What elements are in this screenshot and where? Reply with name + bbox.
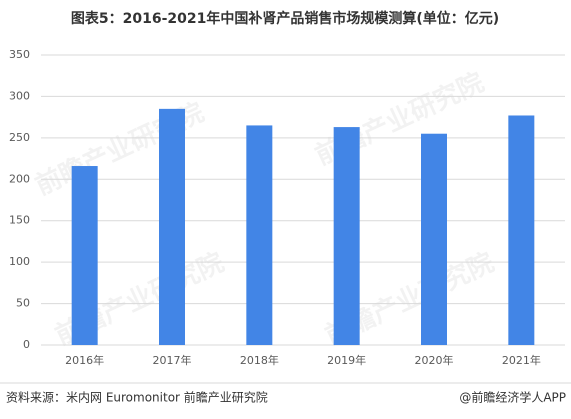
y-tick-label: 150 xyxy=(9,214,30,227)
bar xyxy=(421,133,447,345)
bar xyxy=(71,166,98,345)
y-tick-label: 0 xyxy=(23,338,30,351)
y-tick-label: 350 xyxy=(9,48,30,61)
x-tick-label: 2019年 xyxy=(327,353,366,367)
y-tick-label: 100 xyxy=(9,255,30,268)
bar xyxy=(333,127,360,345)
y-tick-label: 50 xyxy=(16,297,30,310)
x-tick-label: 2020年 xyxy=(415,353,454,367)
y-tick-label: 200 xyxy=(9,172,30,185)
x-tick-label: 2021年 xyxy=(502,353,541,367)
x-tick-label: 2017年 xyxy=(153,353,192,367)
bar xyxy=(508,115,535,345)
chart-title: 图表5：2016-2021年中国补肾产品销售市场规模测算(单位：亿元) xyxy=(71,10,499,27)
bar xyxy=(246,125,273,345)
y-tick-label: 300 xyxy=(9,89,30,102)
y-tick-label: 250 xyxy=(9,131,30,144)
x-tick-label: 2018年 xyxy=(240,353,279,367)
x-tick-label: 2016年 xyxy=(65,353,104,367)
source: 资料来源：米内网 Euromonitor 前瞻产业研究院 xyxy=(6,390,268,405)
credit: @前瞻经济学人APP xyxy=(459,390,566,405)
bar xyxy=(159,108,185,345)
